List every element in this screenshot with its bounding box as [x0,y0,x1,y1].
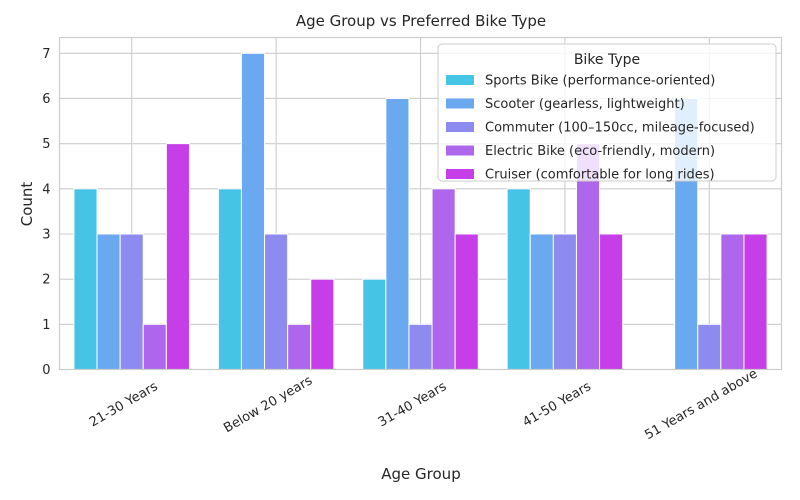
legend-label: Electric Bike (eco-friendly, modern) [485,144,715,159]
legend: Bike Type Sports Bike (performance-orient… [437,43,777,183]
y-tick-label: 4 [42,182,50,197]
legend-swatch [446,145,474,156]
chart-title: Age Group vs Preferred Bike Type [296,12,546,30]
x-tick-label: 31-40 Years [376,379,450,430]
y-tick-label: 3 [42,227,50,242]
legend-swatch [446,98,474,109]
bar [697,323,722,370]
legend-label: Scooter (gearless, lightweight) [485,97,685,112]
y-tick-labels: 0 1 2 3 4 5 6 7 [42,47,50,378]
legend-title: Bike Type [574,52,640,68]
bar [362,278,387,370]
y-tick-label: 2 [42,273,50,288]
y-tick-label: 7 [42,47,50,62]
bar [287,323,312,370]
y-tick-label: 1 [42,318,50,333]
x-tick-labels: 21-30 Years Below 20 years 31-40 Years 41-5… [87,366,760,443]
bar [119,233,144,370]
bar [408,323,433,370]
legend-swatch [446,75,474,85]
bar [529,233,554,370]
bar [73,188,98,370]
x-tick-label: Below 20 years [221,373,315,436]
y-tick-label: 0 [42,363,50,378]
bar [310,278,335,370]
bar [142,323,167,370]
bar [506,188,531,370]
legend-label: Commuter (100–150cc, mileage-focused) [485,121,755,136]
legend-swatch [446,169,474,179]
bar [385,97,410,371]
legend-label: Sports Bike (performance-oriented) [485,74,715,89]
bar [720,233,745,370]
x-tick-label: 51 Years and above [642,366,760,443]
legend-swatch [446,122,474,132]
bar [165,143,190,370]
y-tick-label: 6 [42,92,50,107]
legend-label: Cruiser (comfortable for long rides) [485,168,715,183]
bar [431,188,456,370]
bar [264,233,289,370]
bar [743,233,768,370]
x-axis-label: Age Group [381,465,460,483]
bar [240,52,266,371]
bar [454,233,479,370]
bar [96,233,121,370]
bar [217,188,242,370]
y-axis-label: Count [18,182,36,227]
plot-frame [58,36,783,371]
bar [599,233,624,370]
x-tick-label: 41-50 Years [520,379,594,430]
y-tick-label: 5 [42,137,50,152]
legend-box [437,43,777,182]
bar [552,233,577,370]
x-tick-label: 21-30 Years [87,379,161,430]
